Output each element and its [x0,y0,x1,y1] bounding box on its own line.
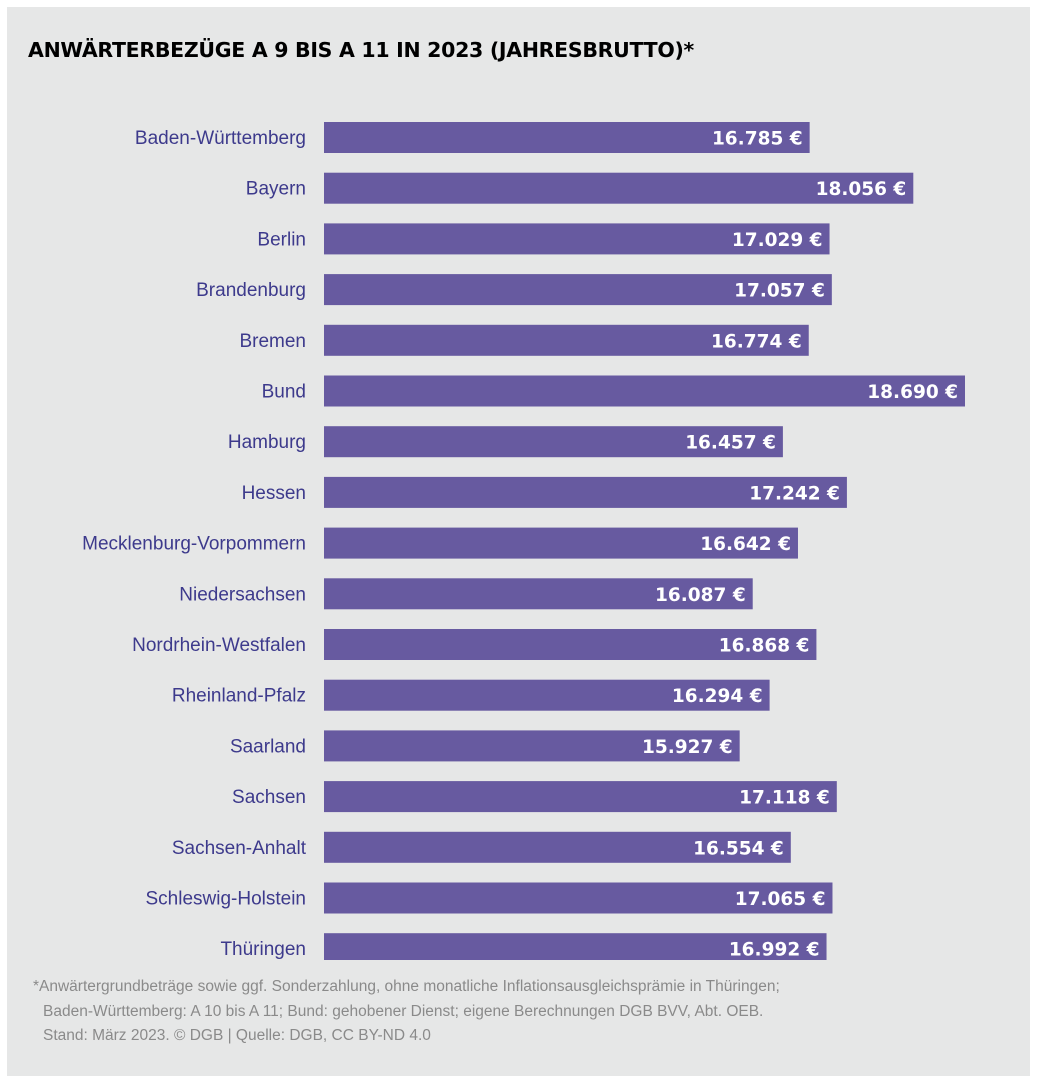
bar [324,933,827,960]
category-label: Schleswig-Holstein [145,889,306,910]
footnote: *Anwärtergrundbeträge sowie ggf. Sonderz… [33,975,1023,1049]
category-label: Sachsen-Anhalt [172,838,307,859]
category-label: Berlin [257,229,306,250]
category-label: Baden-Württemberg [135,128,306,149]
value-label: 16.087 € [655,585,746,606]
bar-chart: Baden-Württemberg 16.785 € Bayern 18.056 € B… [82,122,965,960]
category-label: Nordrhein-Westfalen [132,635,306,656]
bar [324,172,914,204]
bar [324,274,832,306]
category-label: Bayern [246,179,306,200]
value-label: 16.868 € [719,636,810,657]
value-label: 16.457 € [685,433,776,454]
bar [324,730,740,762]
bar [324,122,810,153]
value-label: 18.056 € [816,179,907,200]
value-label: 17.057 € [734,281,825,302]
category-label: Niedersachsen [179,584,306,605]
footnote-line-1: *Anwärtergrundbeträge sowie ggf. Sonderz… [33,978,780,995]
bar [324,324,809,356]
bar [324,426,783,458]
bar [324,882,833,914]
value-label: 16.774 € [711,331,802,352]
bar [324,629,817,660]
bar [324,375,965,407]
footnote-line-2: Baden-Württemberg: A 10 bis A 11; Bund: … [43,1002,764,1020]
value-label: 17.029 € [732,230,823,251]
category-label: Bremen [239,331,306,352]
chart-title: ANWÄRTERBEZÜGE A 9 BIS A 11 IN 2023 (JAH… [28,38,694,62]
bar [324,781,837,813]
value-label: 16.554 € [693,838,784,859]
value-label: 17.242 € [749,483,840,504]
category-label: Saarland [230,736,306,757]
bar [324,831,791,863]
value-label: 17.118 € [739,788,830,809]
value-label: 17.065 € [735,889,826,910]
category-label: Bund [262,382,306,403]
value-label: 16.785 € [712,129,803,150]
category-label: Sachsen [232,787,306,808]
bar [324,476,847,508]
value-label: 16.992 € [729,940,820,960]
value-label: 18.690 € [867,382,958,403]
category-label: Hamburg [228,432,306,453]
bar [324,679,770,711]
category-label: Brandenburg [196,280,306,301]
category-label: Thüringen [220,939,306,960]
category-label: Hessen [242,483,306,504]
bar [324,578,753,610]
bar [324,223,830,255]
bar [324,527,798,559]
footnote-line-3: Stand: März 2023. © DGB | Quelle: DGB, C… [43,1027,431,1044]
value-label: 15.927 € [642,737,733,758]
value-label: 16.294 € [672,686,763,707]
category-label: Rheinland-Pfalz [172,686,306,707]
category-label: Mecklenburg-Vorpommern [82,534,306,555]
value-label: 16.642 € [700,534,791,555]
